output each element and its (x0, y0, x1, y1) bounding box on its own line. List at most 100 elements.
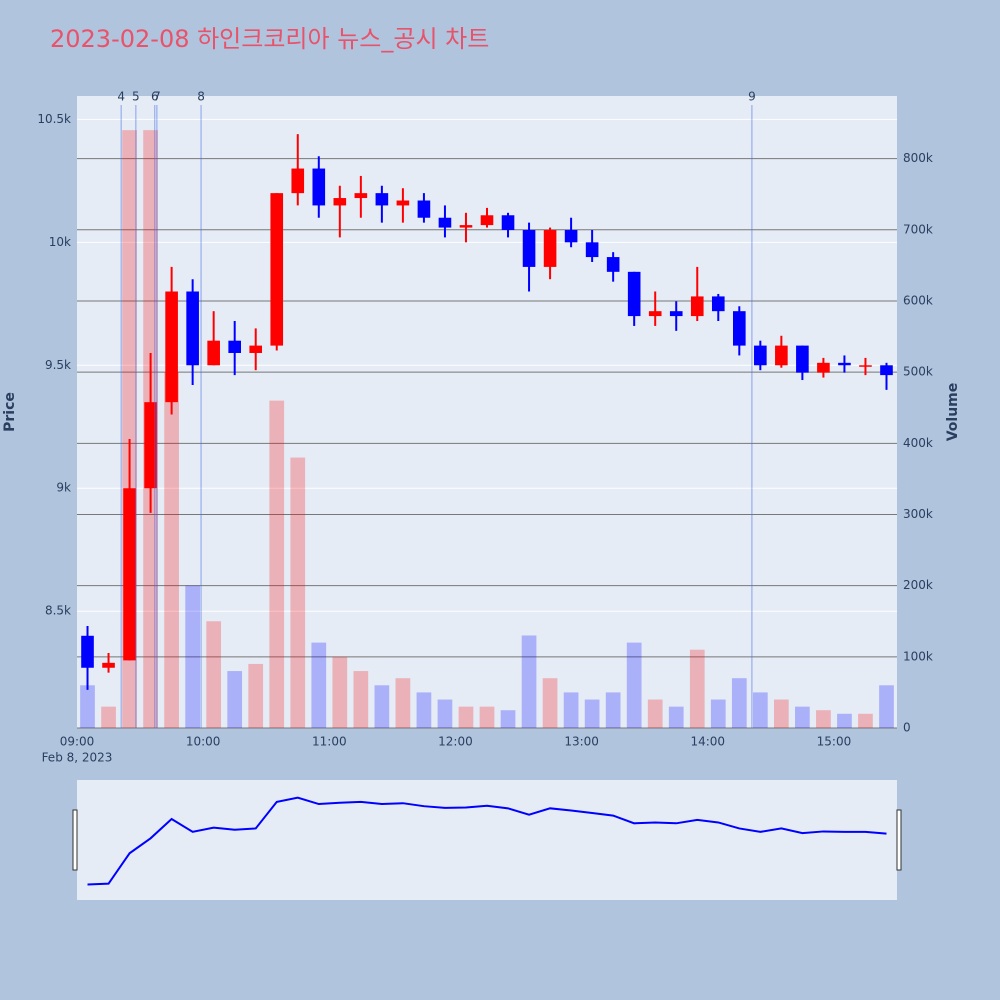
volume-bar (479, 706, 495, 728)
x-tick-label: 12:00 (438, 735, 473, 749)
news-label: 8 (197, 90, 205, 104)
candle-body (333, 198, 347, 206)
volume-bar (311, 642, 327, 728)
volume-bar (332, 656, 348, 728)
news-label: 5 (132, 90, 140, 104)
y2-tick-label: 600k (903, 293, 933, 307)
candle-body (543, 230, 557, 267)
x-tick-label: 14:00 (690, 735, 725, 749)
candle-body (606, 257, 620, 272)
volume-bar (227, 671, 243, 728)
volume-bar (584, 699, 600, 728)
volume-bar (416, 692, 432, 728)
volume-bar (879, 685, 894, 728)
volume-bar (795, 706, 810, 728)
candle-body (186, 291, 199, 366)
candle-body (207, 340, 220, 366)
candle-body (859, 365, 872, 367)
candle-body (291, 168, 305, 194)
candle-body (417, 200, 431, 218)
candle-body (270, 193, 284, 346)
candle-body (585, 242, 599, 258)
news-label: 7 (153, 90, 161, 104)
volume-bar (626, 642, 642, 728)
volume-bar (752, 692, 768, 728)
volume-bar (500, 710, 516, 728)
candle-body (711, 296, 725, 312)
y-axis-title: Price (2, 392, 18, 432)
y2-tick-label: 400k (903, 436, 933, 450)
volume-bar (395, 678, 411, 728)
candle-body (501, 215, 515, 231)
range-line (87, 796, 887, 886)
candle-body (480, 215, 494, 226)
volume-bar (858, 713, 873, 728)
volume-bar (206, 621, 222, 728)
volume-bar (164, 372, 179, 728)
volume-bar (437, 699, 453, 728)
volume-bar (816, 710, 831, 728)
candle-body (102, 662, 115, 668)
volume-bar (374, 685, 390, 728)
y2-tick-label: 500k (903, 365, 933, 379)
range-handle-right[interactable] (896, 809, 902, 871)
y2-tick-label: 200k (903, 578, 933, 592)
candle-body (123, 488, 136, 661)
y2-tick-label: 0 (903, 721, 911, 735)
candle-body (627, 271, 641, 317)
candle-body (228, 340, 241, 353)
volume-bar (458, 706, 474, 728)
candle-body (648, 311, 662, 317)
y2-tick-label: 800k (903, 151, 933, 165)
volume-bar (774, 699, 789, 728)
x-subtitle: Feb 8, 2023 (42, 751, 113, 765)
volume-bar (353, 671, 369, 728)
volume-bar (837, 713, 852, 728)
volume-bar (647, 699, 663, 728)
candle-body (838, 362, 851, 366)
y2-tick-label: 300k (903, 507, 933, 521)
candle-body (775, 345, 788, 366)
volume-bar (101, 706, 116, 728)
volume-bar (563, 692, 579, 728)
volume-bar (269, 400, 285, 728)
chart-title: 2023-02-08 하인크코리아 뉴스_공시 차트 (50, 25, 489, 53)
x-tick-label: 15:00 (817, 735, 852, 749)
news-label: 9 (748, 90, 756, 104)
x-tick-label: 09:00 (60, 735, 95, 749)
y2-tick-label: 700k (903, 222, 933, 236)
candle-body (880, 365, 893, 376)
x-tick-label: 11:00 (312, 735, 347, 749)
volume-bar (80, 685, 95, 728)
news-label: 4 (117, 90, 125, 104)
candle-body (817, 362, 830, 373)
range-slider[interactable] (77, 780, 897, 900)
y-tick-label: 9.5k (45, 358, 71, 372)
y2-axis-title: Volume (945, 383, 961, 442)
y-tick-label: 10.5k (37, 112, 71, 126)
volume-bar (605, 692, 621, 728)
volume-bar (542, 678, 558, 728)
candle-body (165, 291, 178, 403)
range-handle-left[interactable] (72, 809, 78, 871)
volume-bar (521, 635, 537, 728)
candle-body (564, 230, 578, 243)
candle-body (249, 345, 263, 353)
y2-tick-label: 100k (903, 649, 933, 663)
news-label: 6 (151, 90, 159, 104)
x-tick-label: 13:00 (564, 735, 599, 749)
plot-area (77, 96, 897, 728)
candle-body (375, 193, 389, 206)
candle-body (796, 345, 809, 373)
volume-bar (689, 649, 705, 728)
candle-body (733, 311, 746, 346)
y-tick-label: 8.5k (45, 604, 71, 618)
volume-bar (710, 699, 726, 728)
volume-bar (290, 457, 306, 728)
volume-bar (668, 706, 684, 728)
candle-body (459, 225, 473, 228)
candle-body (522, 230, 536, 267)
candle-body (81, 635, 94, 668)
candle-body (354, 193, 368, 199)
